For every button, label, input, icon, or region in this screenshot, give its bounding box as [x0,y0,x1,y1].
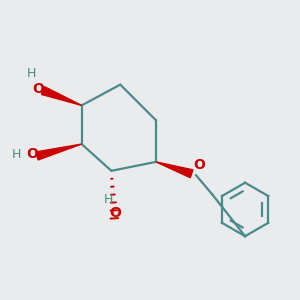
Polygon shape [41,87,82,105]
Text: O: O [33,82,44,96]
Text: H: H [26,67,36,80]
Text: O: O [193,158,205,172]
Text: H: H [104,194,113,206]
Polygon shape [156,162,193,178]
Text: O: O [27,148,38,161]
Text: H: H [11,148,21,161]
Text: O: O [109,206,121,220]
Polygon shape [36,144,82,160]
